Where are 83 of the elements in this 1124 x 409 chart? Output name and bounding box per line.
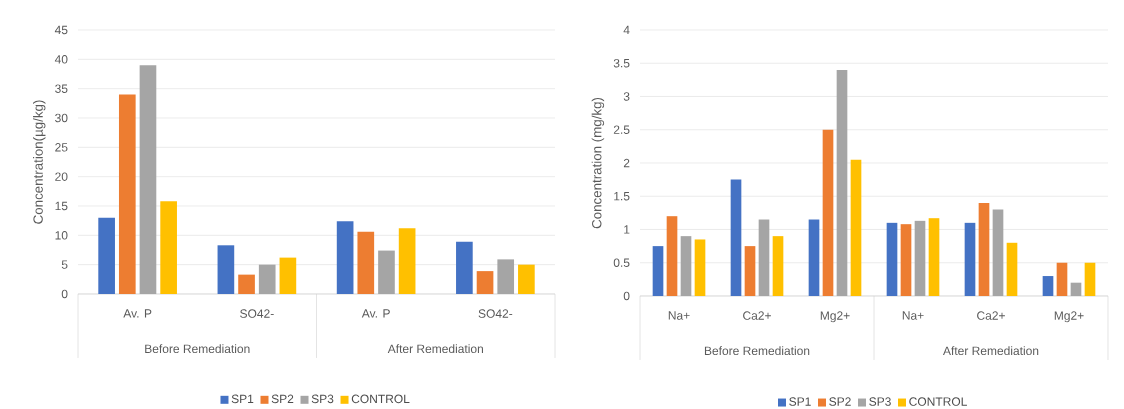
bar	[694, 239, 706, 296]
bar	[98, 217, 115, 294]
bar	[118, 94, 136, 294]
legend-label: CONTROL	[909, 397, 967, 406]
bar	[772, 236, 784, 296]
y-tick-label: 1.5	[614, 192, 630, 201]
y-tick-label: 2.5	[613, 125, 630, 134]
bar	[978, 202, 990, 296]
bar	[378, 250, 395, 294]
legend-label: SP2	[829, 397, 851, 406]
text: After Remediation	[943, 346, 1039, 356]
bar	[744, 246, 756, 296]
y-tick-label: 0.5	[613, 258, 630, 267]
bar	[476, 271, 494, 294]
bar	[822, 129, 834, 296]
y-tick-label: 25	[55, 143, 68, 152]
x-tick-label: Mg2+	[1054, 311, 1084, 323]
legend-label: SP2	[271, 394, 294, 404]
y-tick-label: 15	[55, 201, 68, 211]
bar	[1042, 276, 1054, 296]
x-tick-label: Av. P	[123, 309, 152, 318]
x-tick-label: Na+	[668, 311, 690, 320]
bar	[497, 259, 515, 294]
x-tick-label: Ca2+	[743, 311, 771, 320]
y-axis-title: Concentration (mg/kg)	[591, 97, 605, 229]
y-tick-label: 3	[623, 92, 630, 101]
bar	[1056, 262, 1068, 296]
bar	[160, 201, 177, 294]
legend-label: SP1	[231, 394, 254, 404]
y-tick-label: 35	[55, 84, 68, 93]
bar	[758, 219, 770, 296]
y-tick-label: 4	[623, 25, 630, 35]
bar	[836, 69, 848, 296]
y-tick-label: 0	[623, 291, 630, 301]
y-tick-label: 10	[55, 231, 68, 240]
y-tick-label: 45	[54, 25, 68, 35]
bar	[666, 216, 678, 296]
legend-label: SP1	[789, 397, 811, 406]
y-tick-label: 1	[624, 225, 630, 234]
y-tick-label: 0	[61, 289, 68, 299]
x-tick-label: Ca2+	[977, 311, 1005, 320]
bar	[964, 222, 976, 296]
bar	[680, 236, 692, 296]
bar	[928, 218, 940, 296]
bar	[808, 219, 820, 296]
bar	[900, 224, 912, 296]
bar	[1006, 242, 1018, 296]
x-tick-label: Av. P	[361, 309, 390, 318]
text: Before Remediation	[704, 346, 810, 356]
bar	[914, 220, 926, 296]
text: Before Remediation	[145, 344, 250, 354]
bar	[850, 159, 862, 296]
bar	[1084, 262, 1096, 296]
legend-label: SP3	[311, 394, 334, 404]
bar	[139, 65, 157, 294]
bar	[217, 245, 235, 294]
bar	[456, 241, 473, 294]
bar	[886, 222, 898, 296]
bar	[258, 264, 276, 294]
y-tick-label: 20	[55, 172, 68, 181]
bar	[279, 257, 297, 294]
legend-label: CONTROL	[351, 394, 410, 404]
y-tick-label: 30	[55, 113, 68, 123]
x-tick-label: Mg2+	[820, 311, 850, 323]
x-tick-label: Na+	[902, 311, 924, 320]
bar	[730, 179, 742, 296]
y-tick-label: 3.5	[613, 58, 630, 68]
legend-label: SP3	[869, 397, 891, 406]
bar	[518, 264, 535, 294]
bar	[1070, 282, 1082, 296]
bar	[652, 246, 664, 296]
bar	[398, 228, 416, 294]
y-tick-label: 2	[623, 158, 630, 168]
bar	[992, 209, 1004, 296]
x-tick-label: SO42-	[240, 309, 274, 318]
bar	[336, 221, 354, 294]
y-tick-label: 5	[61, 260, 68, 269]
y-axis-title: Concentration(µg/kg)	[33, 100, 46, 224]
text: After Remediation	[387, 344, 483, 354]
bar	[357, 231, 375, 294]
y-tick-label: 40	[54, 55, 68, 64]
x-tick-label: SO42-	[478, 309, 513, 318]
bar	[238, 274, 255, 294]
